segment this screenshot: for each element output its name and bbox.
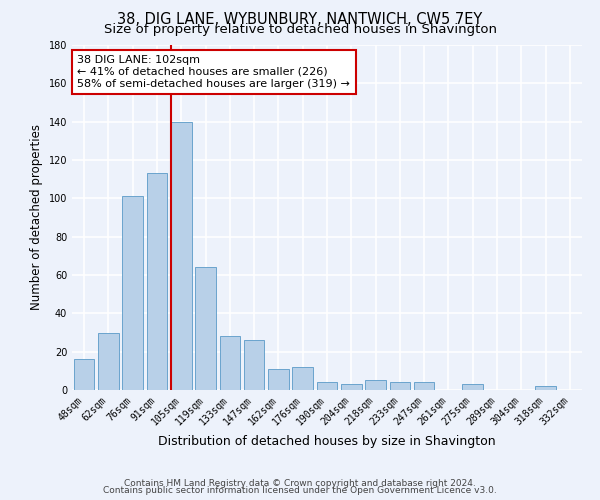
Bar	[268, 369, 289, 390]
Y-axis label: Number of detached properties: Number of detached properties	[30, 124, 43, 310]
Bar	[98, 332, 119, 390]
Bar	[220, 336, 240, 390]
Bar	[74, 360, 94, 390]
X-axis label: Distribution of detached houses by size in Shavington: Distribution of detached houses by size …	[158, 435, 496, 448]
Text: Size of property relative to detached houses in Shavington: Size of property relative to detached ho…	[104, 22, 497, 36]
Bar	[146, 174, 167, 390]
Bar	[463, 384, 483, 390]
Bar	[535, 386, 556, 390]
Text: Contains public sector information licensed under the Open Government Licence v3: Contains public sector information licen…	[103, 486, 497, 495]
Bar	[171, 122, 191, 390]
Text: 38, DIG LANE, WYBUNBURY, NANTWICH, CW5 7EY: 38, DIG LANE, WYBUNBURY, NANTWICH, CW5 7…	[118, 12, 482, 28]
Bar	[122, 196, 143, 390]
Bar	[244, 340, 265, 390]
Bar	[414, 382, 434, 390]
Bar	[195, 268, 216, 390]
Bar	[317, 382, 337, 390]
Bar	[341, 384, 362, 390]
Bar	[365, 380, 386, 390]
Text: 38 DIG LANE: 102sqm
← 41% of detached houses are smaller (226)
58% of semi-detac: 38 DIG LANE: 102sqm ← 41% of detached ho…	[77, 56, 350, 88]
Bar	[292, 367, 313, 390]
Bar	[389, 382, 410, 390]
Text: Contains HM Land Registry data © Crown copyright and database right 2024.: Contains HM Land Registry data © Crown c…	[124, 478, 476, 488]
